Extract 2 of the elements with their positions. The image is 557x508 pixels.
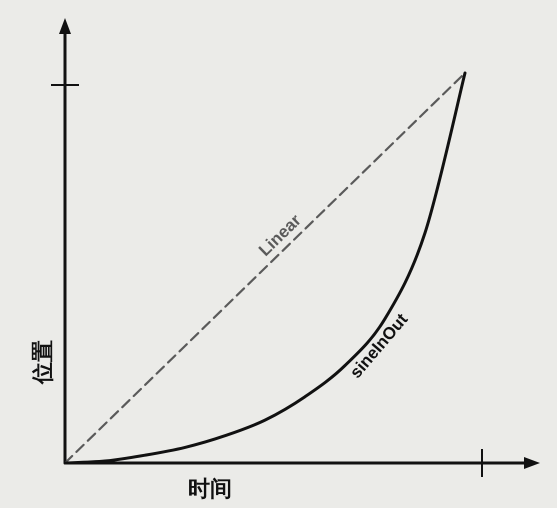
x-axis-title: 时间 [188, 476, 232, 501]
y-axis-title: 位置 [30, 340, 55, 385]
